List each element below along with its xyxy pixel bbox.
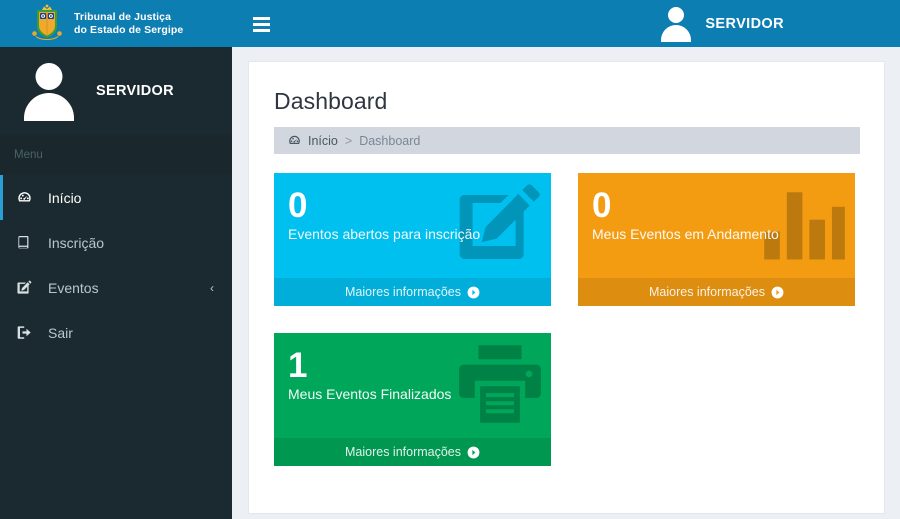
sidebar-item-sair[interactable]: Sair: [0, 310, 232, 355]
breadcrumb-separator: >: [344, 133, 353, 148]
pencil-square-icon: [457, 181, 543, 267]
info-box-value: 1: [288, 346, 308, 385]
sidebar-item-inicio[interactable]: Início: [0, 175, 232, 220]
sidebar-item-inscricao[interactable]: Inscrição: [0, 220, 232, 265]
content-card: Dashboard Início > Dashboard 0: [248, 61, 885, 514]
sidebar-item-label: Início: [48, 189, 82, 206]
info-box-footer[interactable]: Maiores informações: [274, 438, 551, 466]
user-avatar-icon: [657, 6, 695, 42]
info-box-grid: 0 Eventos abertos para inscrição Maiores…: [274, 173, 860, 466]
info-box-eventos-finalizados[interactable]: 1 Meus Eventos Finalizados Maiores infor…: [274, 333, 551, 466]
hamburger-bar: [252, 16, 270, 20]
info-box-value: 0: [592, 186, 612, 225]
info-box-footer[interactable]: Maiores informações: [274, 278, 551, 306]
sidebar-menu-list: Início Inscrição: [0, 175, 232, 355]
breadcrumb-home-link[interactable]: Início: [308, 133, 338, 148]
info-box-caption: Eventos abertos para inscrição: [288, 226, 481, 242]
sign-out-icon: [17, 325, 39, 340]
sidebar-item-label: Inscrição: [48, 234, 105, 251]
pencil-square-icon: [17, 280, 39, 295]
content-wrapper: Dashboard Início > Dashboard 0: [232, 47, 900, 519]
sidebar-item-label: Sair: [48, 324, 73, 341]
sidebar-user-name: SERVIDOR: [96, 83, 174, 99]
hamburger-bar: [252, 22, 270, 26]
brand-logo-bar[interactable]: Tribunal de Justiça do Estado de Sergipe: [0, 0, 232, 47]
printer-icon: [457, 341, 543, 427]
navbar-user-name: SERVIDOR: [705, 15, 784, 32]
user-avatar-icon: [18, 62, 80, 121]
dashboard-icon: [17, 190, 39, 205]
dashboard-icon: [288, 134, 301, 147]
arrow-circle-right-icon: [467, 286, 480, 299]
info-box-footer-label: Maiores informações: [344, 445, 461, 459]
info-box-eventos-andamento[interactable]: 0 Meus Eventos em Andamento Maiores info…: [578, 173, 855, 306]
book-icon: [17, 235, 39, 250]
sidebar: SERVIDOR Menu Início: [0, 47, 232, 519]
brand-line-2: do Estado de Sergipe: [74, 23, 184, 36]
info-box-eventos-abertos[interactable]: 0 Eventos abertos para inscrição Maiores…: [274, 173, 551, 306]
hamburger-icon[interactable]: [246, 10, 276, 38]
breadcrumb-current: Dashboard: [359, 133, 421, 148]
arrow-circle-right-icon: [467, 446, 480, 459]
chevron-left-icon: ‹: [210, 280, 214, 295]
brand-line-1: Tribunal de Justiça: [74, 11, 172, 23]
sidebar-menu-header: Menu: [0, 135, 232, 175]
tjse-coat-of-arms-icon: [28, 4, 66, 44]
breadcrumb: Início > Dashboard: [274, 127, 860, 154]
arrow-circle-right-icon: [771, 286, 784, 299]
info-box-caption: Meus Eventos Finalizados: [288, 386, 452, 402]
info-box-footer-label: Maiores informações: [648, 285, 765, 299]
info-box-value: 0: [288, 186, 308, 225]
hamburger-bar: [252, 28, 270, 32]
page-title: Dashboard: [274, 88, 388, 114]
sidebar-user-panel[interactable]: SERVIDOR: [0, 47, 232, 135]
bar-chart-icon: [761, 181, 847, 267]
info-box-caption: Meus Eventos em Andamento: [592, 226, 779, 242]
navbar-user-menu[interactable]: SERVIDOR: [657, 0, 784, 47]
top-navbar: SERVIDOR: [232, 0, 900, 47]
info-box-footer[interactable]: Maiores informações: [578, 278, 855, 306]
sidebar-item-label: Eventos: [48, 279, 99, 296]
brand-title: Tribunal de Justiça do Estado de Sergipe: [74, 11, 183, 36]
info-box-footer-label: Maiores informações: [344, 285, 461, 299]
sidebar-item-eventos[interactable]: Eventos ‹: [0, 265, 232, 310]
